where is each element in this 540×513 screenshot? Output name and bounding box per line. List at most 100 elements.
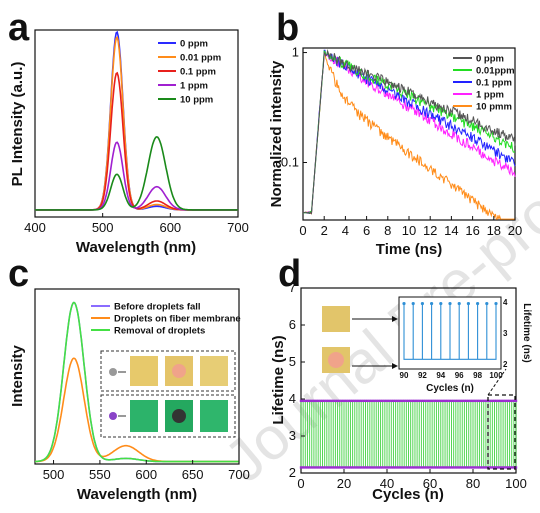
sample-droplet — [328, 352, 344, 368]
high-point — [413, 399, 417, 403]
y-axis-label-b: Normalized intensity — [268, 60, 285, 207]
low-point — [394, 466, 397, 469]
x-axis-label-a: Wavelength (nm) — [76, 239, 196, 256]
arrowhead-1 — [392, 316, 398, 322]
high-point — [497, 399, 500, 403]
high-point — [349, 399, 352, 403]
x-axis-label-d: Cycles (n) — [372, 486, 444, 503]
high-point — [441, 399, 445, 403]
low-point — [510, 466, 513, 469]
high-point — [405, 399, 408, 403]
high-point — [381, 399, 384, 403]
high-point — [370, 399, 374, 403]
x-tick-label-b-0: 0 — [299, 223, 306, 238]
low-point — [336, 466, 339, 469]
low-point — [377, 466, 380, 469]
high-point — [321, 399, 324, 403]
high-point — [450, 399, 453, 403]
low-point — [433, 466, 436, 469]
inset-line — [403, 303, 497, 360]
y-tick-label-d-2: 4 — [289, 391, 296, 406]
panel-label-d: d — [278, 253, 301, 295]
low-point — [301, 466, 305, 469]
low-point — [413, 466, 417, 469]
inset-x-label: Cycles (n) — [426, 383, 474, 394]
x-tick-label-c-2: 600 — [135, 467, 157, 482]
plot-frame-c — [34, 288, 240, 465]
low-point — [323, 466, 326, 469]
x-tick-label-b-9: 18 — [487, 223, 501, 238]
low-point — [504, 466, 507, 469]
low-point — [375, 466, 378, 469]
low-point — [407, 466, 410, 469]
low-point — [411, 466, 414, 469]
high-point — [379, 399, 382, 403]
y-tick-label-d-1: 3 — [289, 428, 296, 443]
x-tick-label-a-2: 600 — [159, 220, 181, 235]
droplet-photo — [172, 364, 186, 378]
y-axis-label-c: Intensity — [9, 345, 26, 407]
inset-point — [420, 301, 424, 306]
high-point — [439, 399, 442, 403]
low-point — [308, 466, 311, 469]
low-point — [420, 466, 423, 469]
low-point — [439, 466, 442, 469]
low-point — [437, 466, 440, 469]
membrane-photo-1 — [130, 356, 158, 386]
low-point — [435, 466, 438, 469]
inset-y-tick-label-1: 3 — [503, 329, 508, 338]
series-line-a-4 — [35, 136, 238, 211]
high-point — [301, 399, 305, 403]
droplet-icon — [109, 368, 117, 376]
low-point — [499, 466, 503, 469]
x-tick-label-d-0: 0 — [297, 476, 304, 491]
low-point — [383, 466, 387, 469]
high-point — [430, 399, 434, 403]
series-line-c-2 — [35, 301, 239, 463]
high-point — [385, 399, 389, 403]
high-point — [383, 399, 387, 403]
high-point — [329, 399, 333, 403]
legend-label-b-0: 0 ppm — [476, 54, 504, 65]
low-point — [418, 466, 421, 469]
low-point — [476, 466, 479, 469]
high-point — [465, 399, 468, 403]
high-point — [407, 399, 410, 403]
x-tick-label-c-1: 550 — [89, 467, 111, 482]
high-point — [476, 399, 479, 403]
high-point — [424, 399, 427, 403]
high-point — [471, 399, 475, 403]
x-tick-label-b-2: 4 — [342, 223, 349, 238]
panel-label-c: c — [8, 253, 29, 295]
legend-label-a-0: 0 ppm — [180, 39, 208, 50]
inset-point — [466, 301, 470, 306]
high-point — [482, 399, 485, 403]
low-point — [310, 466, 313, 469]
high-point — [317, 399, 320, 403]
high-point — [437, 399, 440, 403]
low-point — [463, 466, 466, 469]
inset-point — [476, 301, 480, 306]
high-point — [314, 399, 318, 403]
low-point — [387, 466, 391, 469]
x-tick-label-b-8: 16 — [465, 223, 479, 238]
high-point — [353, 399, 356, 403]
low-point — [306, 466, 309, 469]
high-point — [400, 399, 404, 403]
panel-label-a: a — [8, 7, 30, 49]
low-point — [390, 466, 393, 469]
series-line-a-3 — [35, 141, 238, 211]
low-point — [349, 466, 352, 469]
low-point — [319, 466, 322, 469]
high-point — [362, 399, 365, 403]
low-point — [381, 466, 384, 469]
high-point — [418, 399, 421, 403]
high-point — [299, 399, 303, 403]
low-point — [491, 466, 494, 469]
low-point — [405, 466, 408, 469]
low-point — [368, 466, 371, 469]
high-point — [435, 399, 438, 403]
high-point — [514, 399, 518, 403]
high-point — [398, 399, 402, 403]
